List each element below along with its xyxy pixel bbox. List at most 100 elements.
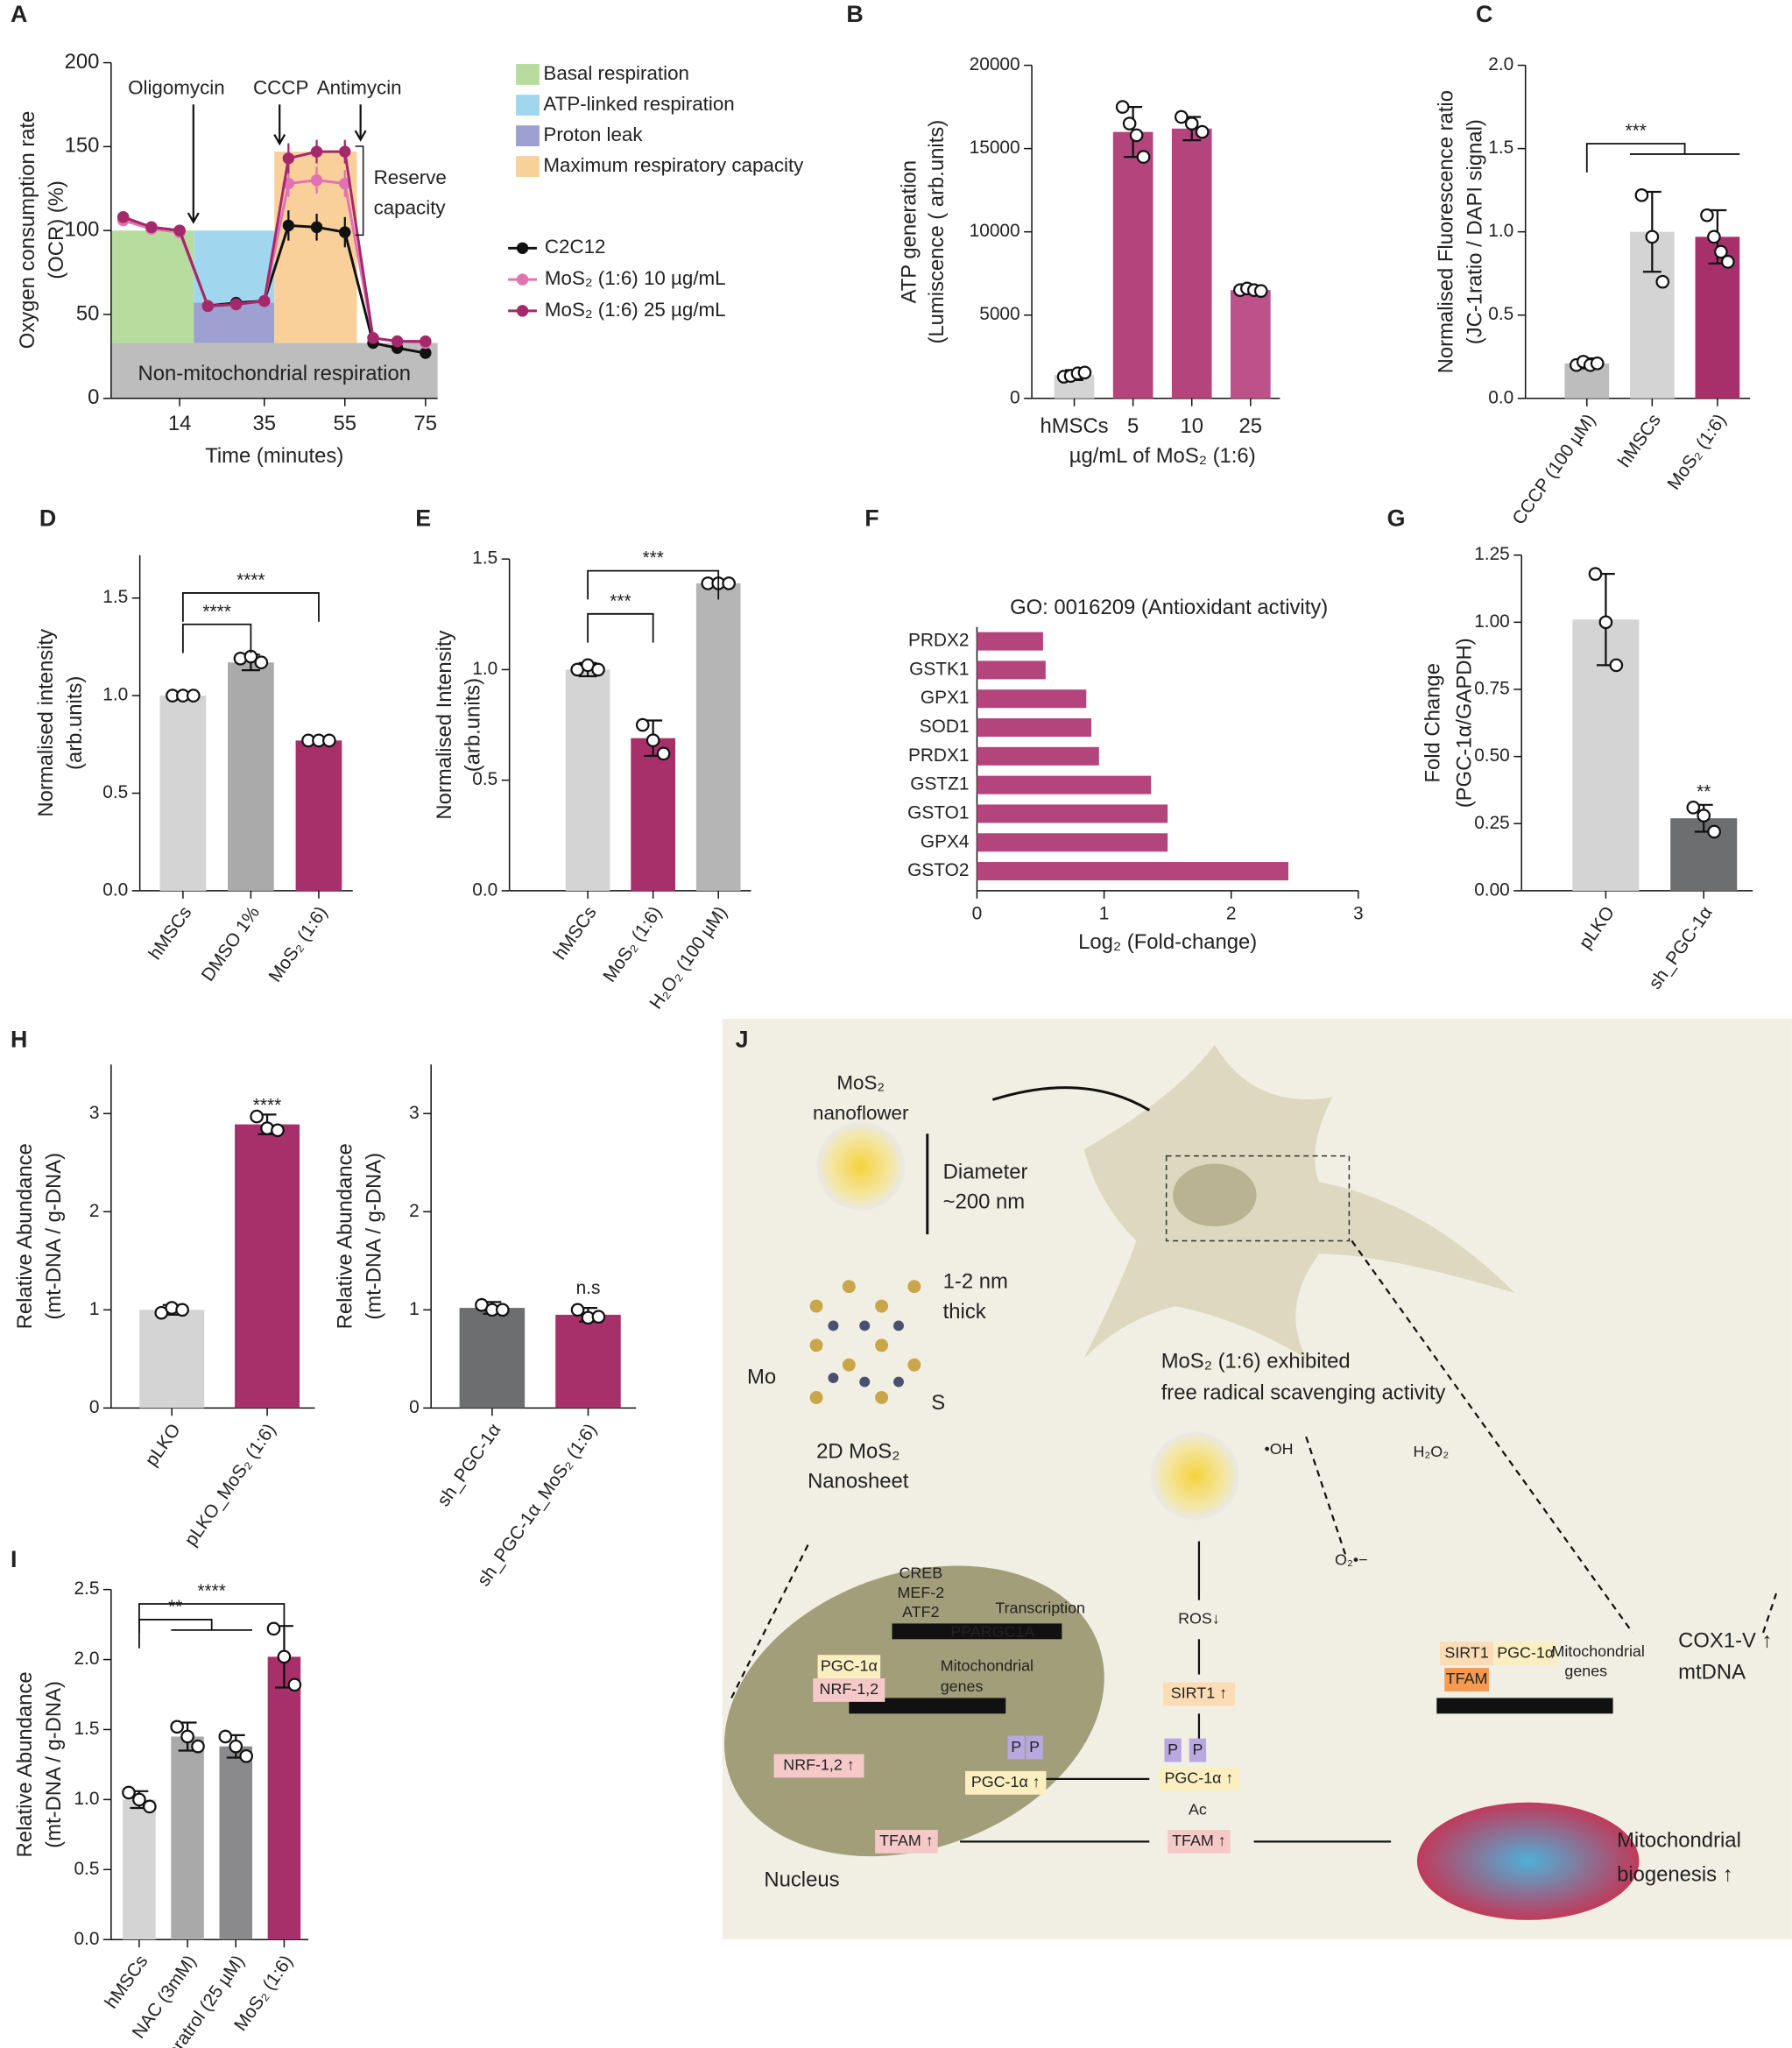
- diagram-label: NRF-1,2 ↑: [783, 1756, 854, 1774]
- label-box: [1168, 1829, 1231, 1854]
- significance-bracket: [138, 1603, 286, 1633]
- y-tick-label: 2: [89, 1201, 100, 1221]
- label-box: [1444, 1668, 1489, 1691]
- legend-marker: [516, 242, 529, 255]
- legend-label: Maximum respiratory capacity: [543, 154, 804, 176]
- label-box: [1440, 1642, 1494, 1666]
- diagram-label: CREB: [899, 1564, 942, 1581]
- y-tick-label: 0: [1010, 387, 1020, 407]
- bar: [977, 660, 1046, 680]
- data-point: [170, 1720, 184, 1734]
- legend-label: MoS₂ (1:6) 25 µg/mL: [545, 299, 726, 321]
- legend-label: Basal respiration: [543, 62, 689, 84]
- mitochondrion: [1416, 1802, 1640, 1920]
- diagram-label: •OH: [1264, 1440, 1293, 1458]
- y-axis-title: (PGC-1α/GAPDH): [1452, 638, 1476, 808]
- bar: [631, 738, 676, 891]
- data-point: [570, 1303, 585, 1317]
- diagram-label: Transcription: [995, 1600, 1085, 1617]
- data-point: [722, 576, 736, 590]
- diagram-label: MoS₂ (1:6) exhibited: [1161, 1349, 1351, 1373]
- gene: [1436, 1698, 1613, 1714]
- bar: [977, 632, 1043, 651]
- diagram-label: MoS₂: [836, 1071, 885, 1093]
- y-tick-label: 0.75: [1474, 679, 1510, 699]
- diagram-label: P: [1011, 1738, 1021, 1755]
- bar: [977, 746, 1099, 766]
- annotation: Antimycin: [317, 76, 402, 98]
- x-tick-label: 25: [1239, 414, 1263, 438]
- y-tick-label: GPX1: [921, 688, 970, 708]
- y-tick-label: 0.00: [1474, 879, 1510, 900]
- significance-bracket: [1585, 143, 1740, 173]
- marker: [258, 294, 271, 307]
- panel-label: A: [11, 1, 27, 27]
- marker: [310, 221, 323, 234]
- x-tick-label: sh_PGC-1α: [434, 1420, 505, 1510]
- y-tick-label: 1.5: [472, 548, 497, 568]
- data-point: [1588, 567, 1603, 581]
- nanosheet-mo: [828, 1320, 904, 1388]
- y-tick-label: 1: [409, 1299, 420, 1319]
- x-tick-label: MoS₂ (1:6): [1663, 410, 1730, 493]
- nanosheet: [809, 1280, 921, 1404]
- legend-marker: [516, 273, 529, 286]
- x-tick-label: MoS₂ (1:6): [265, 903, 332, 986]
- diagram-label: ~200 nm: [943, 1190, 1025, 1214]
- cell-nucleus: [1173, 1163, 1257, 1227]
- y-tick-label: GSTO2: [907, 860, 969, 880]
- data-point: [1115, 100, 1130, 114]
- x-tick-label: pLKO_MoS₂ (1:6): [180, 1420, 279, 1550]
- data-point: [495, 1303, 510, 1317]
- panel-label: G: [1387, 505, 1406, 532]
- diagram-label: Mo: [747, 1365, 776, 1388]
- y-tick-label: 1.0: [102, 685, 128, 705]
- panel-label: D: [39, 505, 56, 532]
- y-tick-label: 2.5: [74, 1578, 99, 1599]
- marker: [229, 298, 243, 311]
- y-axis-title: (JC-1ratio / DAPI signal): [1463, 119, 1486, 344]
- y-axis-title: Relative Abundance: [334, 1143, 357, 1329]
- legend-swatch: [516, 95, 540, 116]
- bar: [171, 1736, 204, 1940]
- diagram-label: Nucleus: [764, 1868, 839, 1891]
- diagram-label: MEF-2: [898, 1584, 945, 1601]
- y-tick-label: 1.5: [102, 587, 128, 607]
- legend-label: MoS₂ (1:6) 10 µg/mL: [545, 267, 726, 289]
- diagram-label: Mitochondrial: [1552, 1642, 1645, 1660]
- bar: [1112, 131, 1154, 399]
- bar: [977, 862, 1289, 881]
- data-point: [191, 1739, 205, 1754]
- label-box: [875, 1829, 938, 1854]
- diagram-label: nanoflower: [813, 1102, 909, 1124]
- y-tick-label: 3: [409, 1103, 420, 1123]
- significance: ***: [610, 591, 631, 611]
- data-point: [646, 733, 660, 748]
- bar: [695, 583, 741, 891]
- significance: **: [1697, 782, 1711, 802]
- annotation: Oligomycin: [128, 76, 225, 98]
- data-point: [143, 1799, 157, 1814]
- label-box: [1164, 1738, 1182, 1762]
- data-point: [277, 1649, 292, 1664]
- y-tick-label: 10000: [970, 221, 1020, 241]
- label-box: [1158, 1767, 1240, 1791]
- marker: [173, 224, 186, 237]
- diagram-label: O₂•−: [1335, 1551, 1368, 1569]
- y-tick-label: 0.5: [102, 782, 128, 802]
- y-axis-title: Relative Abundance: [13, 1143, 37, 1329]
- diagram-label: COX1-V ↑: [1678, 1629, 1772, 1653]
- y-tick-label: 100: [65, 217, 100, 241]
- x-tick-label: sh_PGC-1α: [1645, 903, 1717, 993]
- gene: [892, 1623, 1062, 1640]
- y-tick-label: 200: [65, 50, 100, 74]
- marker: [145, 221, 158, 234]
- diagram-label: Mitochondrial: [941, 1656, 1034, 1674]
- data-point: [239, 1749, 254, 1763]
- y-tick-label: 50: [76, 301, 100, 325]
- bar: [977, 775, 1152, 794]
- nanoflower-scavenging: [1150, 1431, 1240, 1521]
- data-point: [1184, 117, 1199, 131]
- y-tick-label: 0: [89, 1397, 100, 1417]
